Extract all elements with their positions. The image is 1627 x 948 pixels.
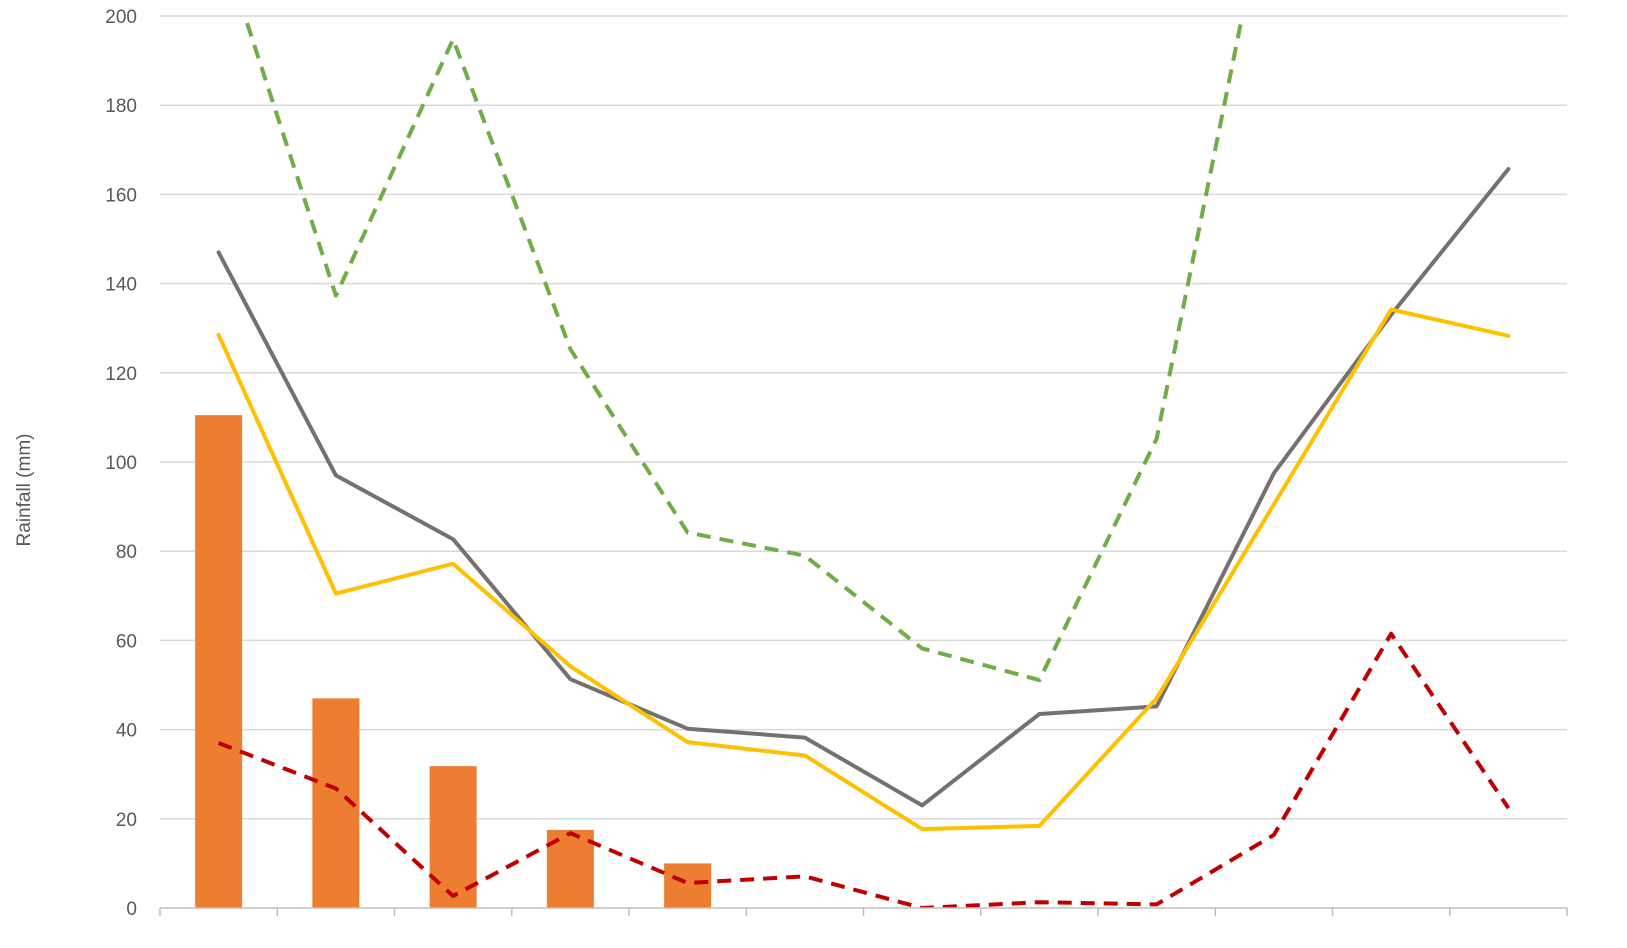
series-line-3 — [242, 16, 1245, 683]
y-tick-label: 100 — [105, 453, 137, 474]
y-tick-label: 40 — [116, 721, 137, 742]
y-tick-label: 20 — [116, 810, 137, 831]
series-line-1 — [216, 167, 1511, 808]
y-tick-label: 0 — [126, 899, 137, 920]
bar-series — [195, 415, 712, 908]
y-axis-title: Rainfall (mm) — [14, 434, 35, 547]
bar — [664, 863, 712, 908]
y-tick-label: 160 — [105, 185, 137, 206]
series-line-2 — [216, 307, 1511, 832]
y-tick-label: 60 — [116, 631, 137, 652]
y-tick-label: 140 — [105, 275, 137, 296]
y-tick-label: 200 — [105, 7, 137, 28]
series-line-4 — [217, 631, 1511, 908]
bar — [195, 415, 243, 908]
gridlines — [160, 15, 1567, 820]
axes: 0 20 40 60 80 100 120 140 160 180 200 — [105, 7, 1568, 920]
y-tick-label: 80 — [116, 542, 137, 563]
line-series — [216, 16, 1511, 908]
y-tick-label: 120 — [105, 364, 137, 385]
y-tick-label: 180 — [105, 96, 137, 117]
